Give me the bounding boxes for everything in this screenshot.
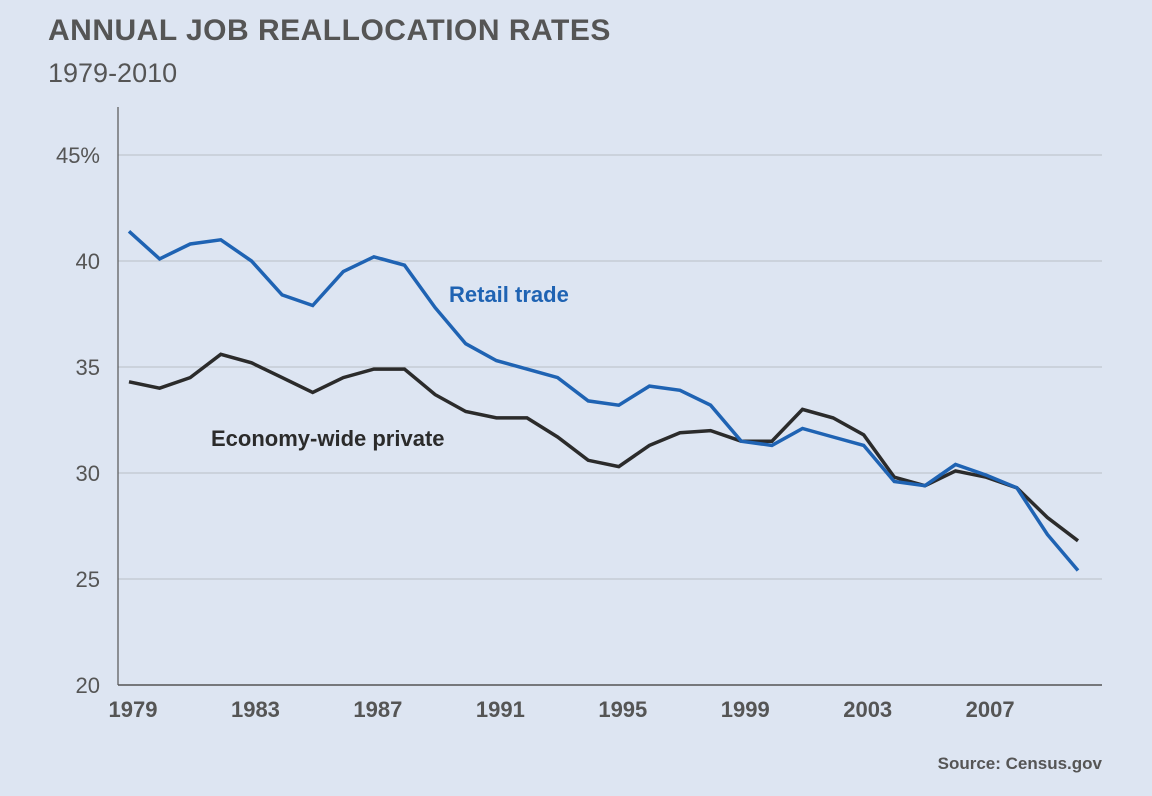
x-tick-label: 1995 bbox=[598, 697, 647, 722]
x-tick-label: 1979 bbox=[109, 697, 158, 722]
x-tick-label: 2007 bbox=[966, 697, 1015, 722]
x-tick-label: 1987 bbox=[353, 697, 402, 722]
x-tick-label: 1983 bbox=[231, 697, 280, 722]
series-label-economy-wide-private: Economy-wide private bbox=[211, 426, 445, 451]
x-tick-label: 1999 bbox=[721, 697, 770, 722]
x-tick-label: 2003 bbox=[843, 697, 892, 722]
series-label-retail-trade: Retail trade bbox=[449, 282, 569, 307]
y-tick-label: 40 bbox=[76, 249, 100, 274]
series-line-retail-trade bbox=[127, 230, 1080, 572]
y-tick-label: 30 bbox=[76, 461, 100, 486]
x-tick-label: 1991 bbox=[476, 697, 525, 722]
y-tick-label: 45% bbox=[56, 143, 100, 168]
y-tick-label: 20 bbox=[76, 673, 100, 698]
y-tick-label: 25 bbox=[76, 567, 100, 592]
source-note: Source: Census.gov bbox=[937, 754, 1102, 773]
y-tick-label: 35 bbox=[76, 355, 100, 380]
chart-title: ANNUAL JOB REALLOCATION RATES bbox=[48, 14, 611, 47]
chart-subtitle: 1979-2010 bbox=[48, 58, 178, 88]
